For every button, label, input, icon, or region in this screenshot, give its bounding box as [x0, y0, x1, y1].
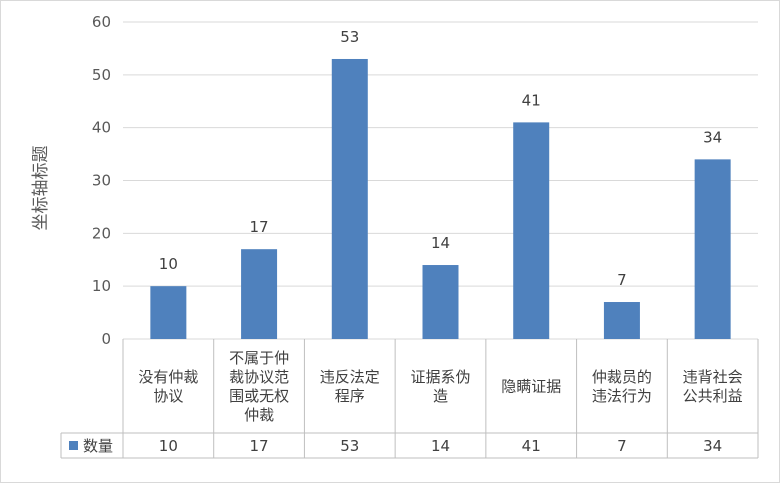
table-value: 14 [431, 437, 450, 455]
bar [150, 286, 187, 339]
y-tick-label: 30 [92, 172, 111, 190]
y-axis-title: 坐标轴标题 [31, 146, 51, 231]
data-label: 10 [159, 255, 178, 273]
bar [513, 122, 550, 339]
table-value: 53 [340, 437, 359, 455]
category-label: 违背社会公共利益 [683, 368, 743, 405]
table-value: 34 [703, 437, 722, 455]
data-label: 53 [340, 28, 359, 46]
legend-series-name: 数量 [83, 437, 113, 455]
data-label: 41 [522, 91, 541, 109]
y-tick-label: 0 [101, 330, 111, 348]
bar [603, 302, 640, 339]
category-label: 证据系伪造 [410, 368, 470, 405]
data-label: 34 [703, 128, 722, 146]
y-tick-label: 10 [92, 277, 111, 295]
y-tick-label: 50 [92, 66, 111, 84]
data-label: 17 [250, 218, 269, 236]
table-value: 7 [617, 437, 627, 455]
bar [241, 249, 278, 339]
bar [694, 159, 731, 339]
y-tick-label: 60 [92, 13, 111, 31]
bar [422, 265, 459, 339]
bar [331, 58, 368, 339]
category-label: 违反法定程序 [320, 368, 380, 405]
category-label: 没有仲裁协议 [138, 368, 198, 405]
data-label: 14 [431, 234, 450, 252]
table-value: 17 [250, 437, 269, 455]
data-label: 7 [617, 271, 627, 289]
table-value: 10 [159, 437, 178, 455]
legend-swatch [69, 441, 78, 450]
y-tick-label: 20 [92, 224, 111, 242]
category-label: 仲裁员的违法行为 [592, 368, 652, 405]
y-tick-label: 40 [92, 119, 111, 137]
category-label: 不属于仲裁协议范围或无权仲裁 [229, 349, 289, 424]
category-label: 隐瞒证据 [501, 378, 561, 396]
table-value: 41 [522, 437, 541, 455]
